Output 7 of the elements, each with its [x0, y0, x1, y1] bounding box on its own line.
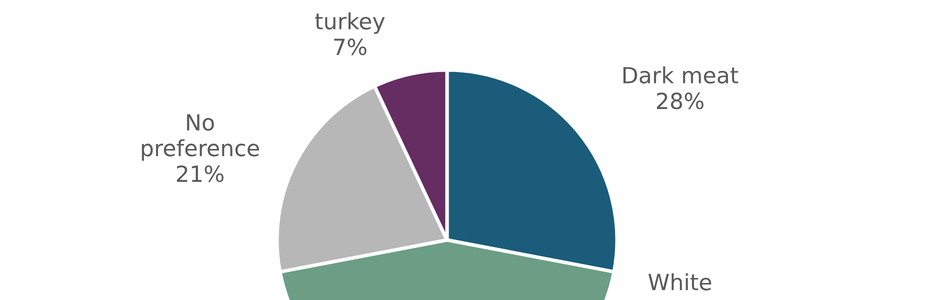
data-label: 7% — [334, 38, 366, 56]
slice-label: Dark meat — [623, 66, 738, 84]
slice-label: No preference — [142, 114, 259, 161]
slice-label: White — [648, 273, 712, 290]
data-label: 21% — [176, 165, 224, 182]
data-label: 28% — [656, 92, 704, 110]
slice-label: turkey — [315, 12, 385, 34]
